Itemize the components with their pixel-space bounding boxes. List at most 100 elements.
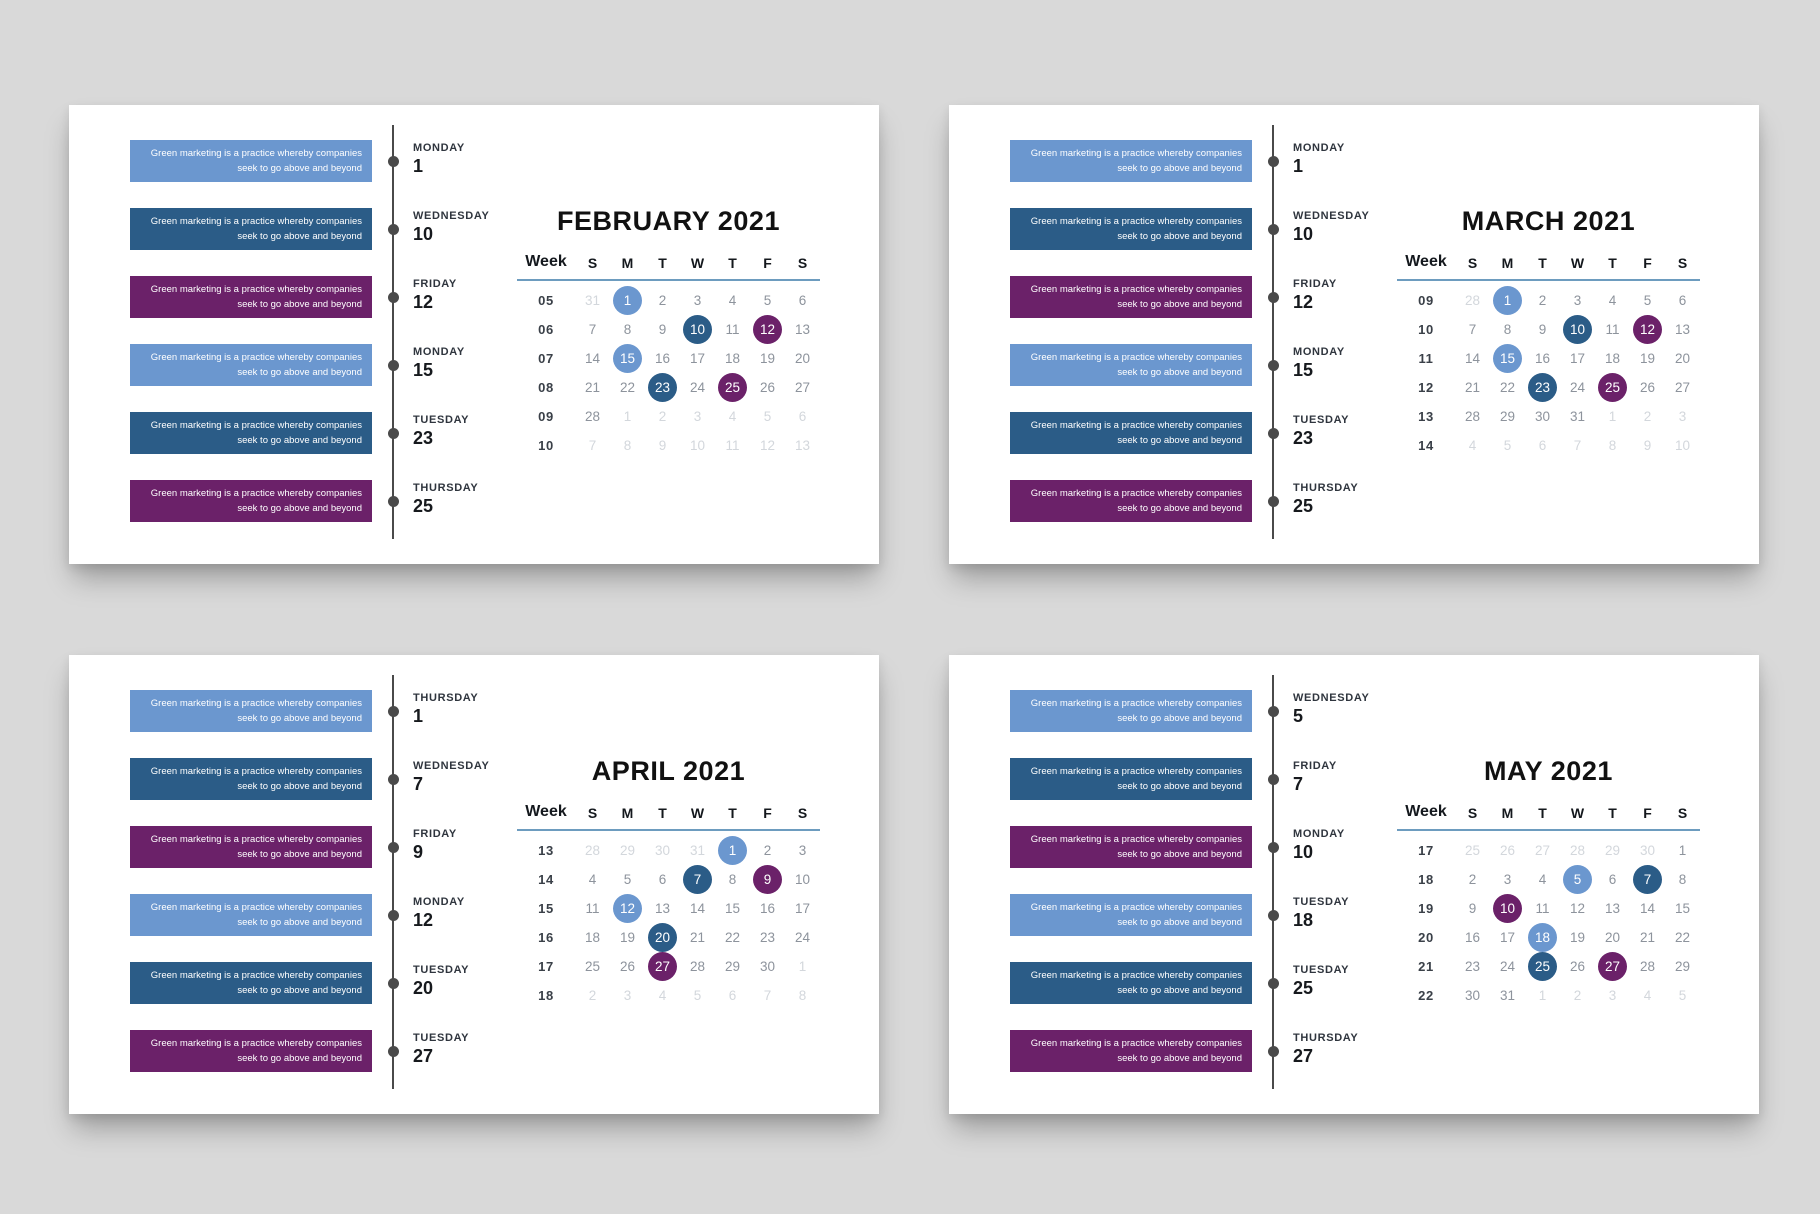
event-row: Green marketing is a practice whereby co…	[1010, 949, 1410, 1017]
calendar-header-row: Week S M T W T F S	[1397, 253, 1700, 281]
date-cell: 8	[728, 872, 737, 887]
date-cell: 3	[693, 409, 702, 424]
event-note-line: seek to go above and beyond	[1117, 299, 1242, 310]
date-cell: 17	[1569, 351, 1586, 366]
timeline-dot	[387, 223, 399, 235]
date-cell: 26	[619, 959, 636, 974]
date-cell: 31	[584, 293, 601, 308]
date-cell: 24	[1569, 380, 1586, 395]
date-cell: 30	[654, 843, 671, 858]
timeline-dot	[387, 359, 399, 371]
event-note-line: Green marketing is a practice whereby co…	[1030, 420, 1242, 431]
week-number-cell: 17	[538, 959, 554, 974]
date-cell: 22	[724, 930, 741, 945]
event-note-line: Green marketing is a practice whereby co…	[150, 766, 362, 777]
date-cell: 21	[689, 930, 706, 945]
event-note-line: Green marketing is a practice whereby co…	[1030, 902, 1242, 913]
event-note-box: Green marketing is a practice whereby co…	[1010, 344, 1252, 386]
date-cell: 4	[728, 293, 737, 308]
date-cell: 29	[1604, 843, 1621, 858]
event-day-name: THURSDAY	[1293, 1032, 1359, 1045]
timeline-line	[1272, 125, 1274, 539]
date-cell: 9	[1538, 322, 1547, 337]
date-cell: 6	[1608, 872, 1617, 887]
date-cell: 19	[619, 930, 636, 945]
event-note-line: seek to go above and beyond	[1117, 713, 1242, 724]
date-cell: 18	[1528, 923, 1557, 952]
weekday-header: T	[1538, 255, 1547, 271]
calendar-header-row: Week S M T W T F S	[517, 253, 820, 281]
event-note-box: Green marketing is a practice whereby co…	[130, 480, 372, 522]
weekday-header: T	[658, 805, 667, 821]
event-note-line: seek to go above and beyond	[237, 435, 362, 446]
timeline-dot	[387, 155, 399, 167]
event-note-line: Green marketing is a practice whereby co…	[150, 420, 362, 431]
event-day-label: FRIDAY 7	[1293, 760, 1405, 795]
event-note-line: Green marketing is a practice whereby co…	[150, 1038, 362, 1049]
event-note-line: Green marketing is a practice whereby co…	[150, 698, 362, 709]
date-cell: 7	[588, 438, 597, 453]
event-day-number: 7	[413, 774, 424, 795]
date-cell: 30	[1534, 409, 1551, 424]
event-note-line: seek to go above and beyond	[237, 163, 362, 174]
weekday-header: M	[1501, 805, 1514, 821]
month-title: FEBRUARY 2021	[556, 206, 781, 236]
date-cell: 14	[689, 901, 706, 916]
date-cell: 22	[1674, 930, 1691, 945]
event-day-name: WEDNESDAY	[1293, 210, 1370, 223]
event-note-line: Green marketing is a practice whereby co…	[150, 216, 362, 227]
date-cell: 18	[1604, 351, 1621, 366]
date-cell: 4	[1608, 293, 1617, 308]
date-cell: 25	[1598, 373, 1627, 402]
event-note-line: seek to go above and beyond	[237, 713, 362, 724]
weekday-header: T	[1608, 255, 1617, 271]
date-cell: 20	[1674, 351, 1691, 366]
date-cell: 5	[1563, 865, 1592, 894]
event-day-name: FRIDAY	[413, 828, 457, 841]
week-number-cell: 10	[538, 438, 554, 453]
date-cell: 8	[1678, 872, 1687, 887]
event-day-name: TUESDAY	[413, 414, 470, 427]
calendar-panel-march: Green marketing is a practice whereby co…	[949, 105, 1759, 564]
date-cell: 8	[623, 322, 632, 337]
event-day-label: MONDAY 15	[413, 346, 525, 381]
date-cell: 9	[658, 438, 667, 453]
week-number-cell: 14	[538, 872, 554, 887]
calendar-body: 09 28 1 2 3 4 5 6 10 7 8 9 10 11 12 13 11 14 15 16 17 18 19 20 1…	[1397, 286, 1700, 460]
date-cell: 23	[648, 373, 677, 402]
date-cell: 15	[1493, 344, 1522, 373]
event-day-name: TUESDAY	[1293, 964, 1350, 977]
date-cell: 18	[724, 351, 741, 366]
event-day-number: 10	[1293, 842, 1314, 863]
timeline-dot	[1267, 359, 1279, 371]
week-number-cell: 11	[1418, 351, 1434, 366]
weekday-header: S	[797, 805, 808, 821]
week-column-header: Week	[525, 253, 567, 270]
date-cell: 12	[1569, 901, 1586, 916]
timeline-line	[392, 675, 394, 1089]
event-day-number: 25	[413, 496, 434, 517]
event-note-line: seek to go above and beyond	[237, 299, 362, 310]
date-cell: 5	[1643, 293, 1652, 308]
event-day-number: 10	[1293, 224, 1314, 245]
week-number-cell: 12	[1418, 380, 1434, 395]
weekday-header: S	[1677, 805, 1688, 821]
event-note-line: Green marketing is a practice whereby co…	[1030, 148, 1242, 159]
event-row: Green marketing is a practice whereby co…	[130, 127, 530, 195]
events-timeline: Green marketing is a practice whereby co…	[130, 675, 530, 1089]
timeline-dot	[1267, 1045, 1279, 1057]
event-day-number: 20	[413, 978, 434, 999]
date-cell: 21	[584, 380, 601, 395]
weekday-header: M	[1501, 255, 1514, 271]
event-day-label: MONDAY 1	[1293, 142, 1405, 177]
event-day-number: 18	[1293, 910, 1314, 931]
event-note-line: seek to go above and beyond	[1117, 849, 1242, 860]
calendar-body: 13 28 29 30 31 1 2 3 14 4 5 6 7 8 9 10 15 11 12 13 14 15 16 17 1…	[517, 836, 820, 1010]
event-day-name: FRIDAY	[413, 278, 457, 291]
event-row: Green marketing is a practice whereby co…	[130, 813, 530, 881]
event-note-line: seek to go above and beyond	[237, 781, 362, 792]
event-day-number: 7	[1293, 774, 1304, 795]
date-cell: 19	[759, 351, 776, 366]
events-timeline: Green marketing is a practice whereby co…	[130, 125, 530, 539]
event-note-box: Green marketing is a practice whereby co…	[130, 344, 372, 386]
